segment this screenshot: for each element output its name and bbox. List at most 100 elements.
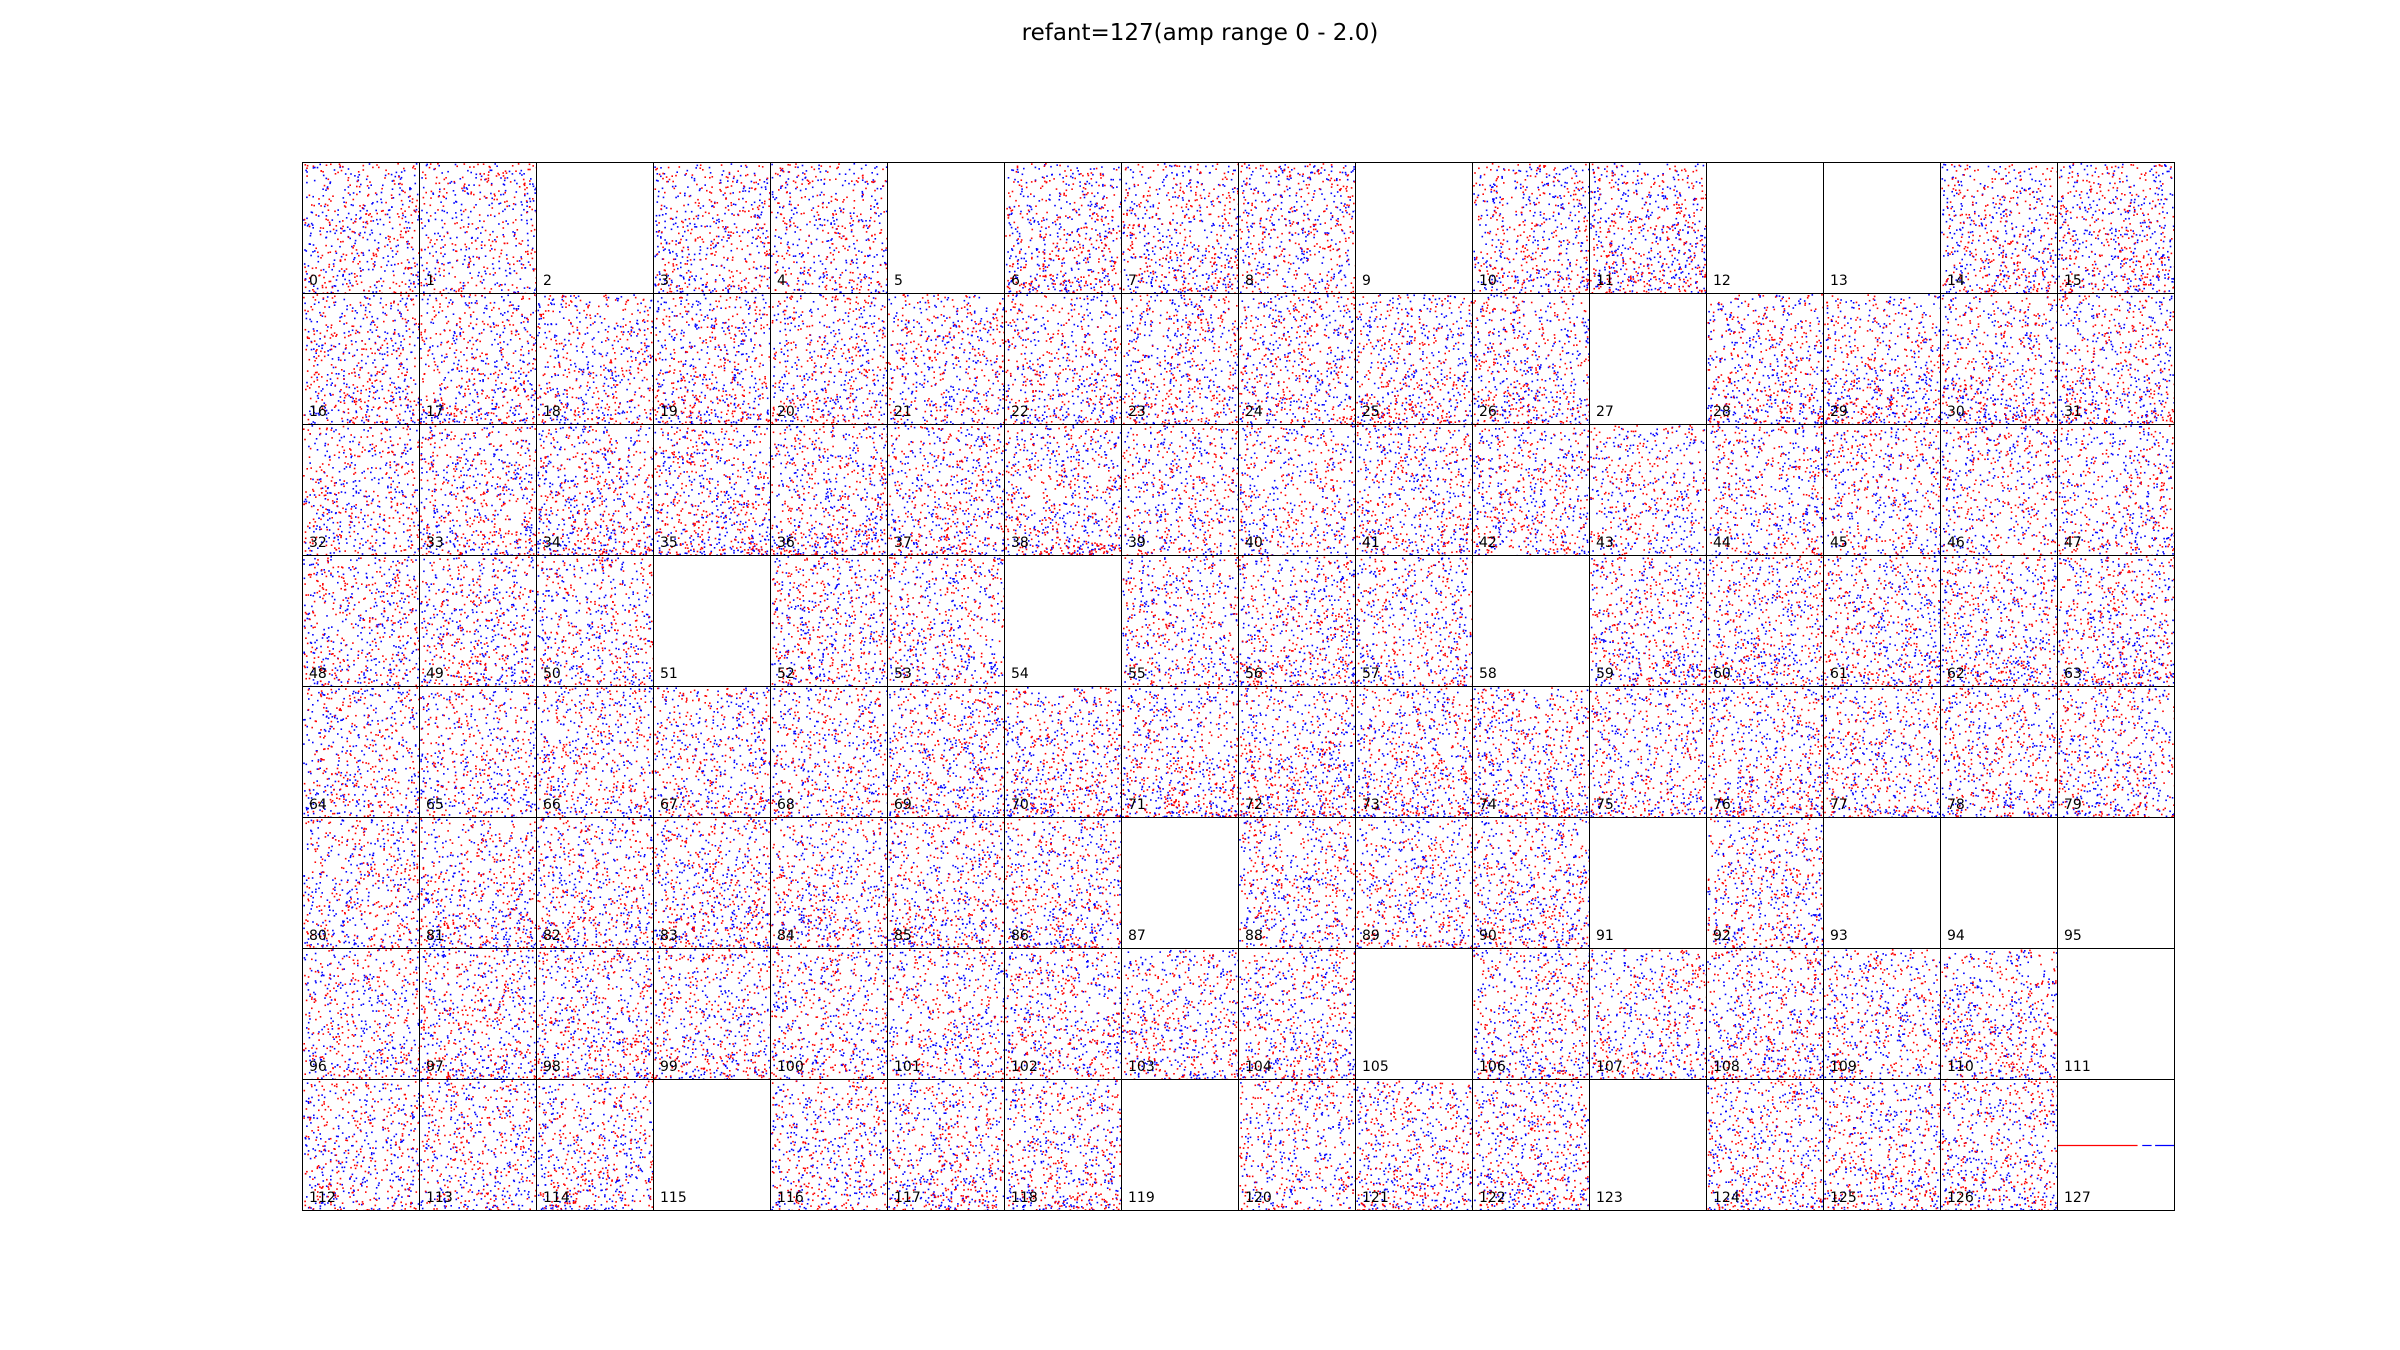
antenna-panel-64: 64 — [302, 686, 420, 818]
antenna-label: 21 — [894, 405, 912, 419]
antenna-plot-9 — [1356, 163, 1473, 294]
antenna-label: 105 — [1362, 1060, 1389, 1074]
antenna-panel-30: 30 — [1940, 293, 2058, 425]
antenna-panel-84: 84 — [770, 817, 888, 949]
antenna-panel-81: 81 — [419, 817, 537, 949]
antenna-label: 109 — [1830, 1060, 1857, 1074]
antenna-plot-0 — [303, 163, 420, 294]
antenna-panel-12: 12 — [1706, 162, 1824, 294]
antenna-panel-25: 25 — [1355, 293, 1473, 425]
antenna-panel-28: 28 — [1706, 293, 1824, 425]
antenna-panel-50: 50 — [536, 555, 654, 687]
antenna-panel-15: 15 — [2057, 162, 2175, 294]
antenna-label: 53 — [894, 667, 912, 681]
antenna-plot-1 — [420, 163, 537, 294]
antenna-label: 86 — [1011, 929, 1029, 943]
antenna-label: 10 — [1479, 274, 1497, 288]
antenna-label: 94 — [1947, 929, 1965, 943]
antenna-panel-72: 72 — [1238, 686, 1356, 818]
antenna-panel-4: 4 — [770, 162, 888, 294]
antenna-label: 2 — [543, 274, 552, 288]
antenna-label: 101 — [894, 1060, 921, 1074]
antenna-panel-65: 65 — [419, 686, 537, 818]
antenna-label: 100 — [777, 1060, 804, 1074]
antenna-label: 127 — [2064, 1191, 2091, 1205]
antenna-label: 46 — [1947, 536, 1965, 550]
antenna-panel-29: 29 — [1823, 293, 1941, 425]
antenna-label: 48 — [309, 667, 327, 681]
antenna-label: 72 — [1245, 798, 1263, 812]
antenna-label: 44 — [1713, 536, 1731, 550]
antenna-label: 71 — [1128, 798, 1146, 812]
antenna-label: 122 — [1479, 1191, 1506, 1205]
antenna-panel-10: 10 — [1472, 162, 1590, 294]
antenna-label: 65 — [426, 798, 444, 812]
antenna-panel-100: 100 — [770, 948, 888, 1080]
antenna-label: 99 — [660, 1060, 678, 1074]
antenna-panel-2: 2 — [536, 162, 654, 294]
antenna-label: 95 — [2064, 929, 2082, 943]
antenna-panel-75: 75 — [1589, 686, 1707, 818]
antenna-panel-63: 63 — [2057, 555, 2175, 687]
antenna-panel-85: 85 — [887, 817, 1005, 949]
antenna-label: 14 — [1947, 274, 1965, 288]
antenna-label: 4 — [777, 274, 786, 288]
antenna-label: 11 — [1596, 274, 1614, 288]
antenna-panel-18: 18 — [536, 293, 654, 425]
antenna-panel-33: 33 — [419, 424, 537, 556]
antenna-label: 111 — [2064, 1060, 2091, 1074]
antenna-label: 74 — [1479, 798, 1497, 812]
antenna-label: 47 — [2064, 536, 2082, 550]
antenna-panel-69: 69 — [887, 686, 1005, 818]
antenna-label: 18 — [543, 405, 561, 419]
antenna-label: 63 — [2064, 667, 2082, 681]
antenna-label: 50 — [543, 667, 561, 681]
antenna-panel-99: 99 — [653, 948, 771, 1080]
antenna-plot-5 — [888, 163, 1005, 294]
series-b-points — [1122, 163, 1239, 294]
antenna-panel-88: 88 — [1238, 817, 1356, 949]
antenna-label: 89 — [1362, 929, 1380, 943]
antenna-label: 62 — [1947, 667, 1965, 681]
antenna-panel-73: 73 — [1355, 686, 1473, 818]
antenna-label: 42 — [1479, 536, 1497, 550]
antenna-panel-40: 40 — [1238, 424, 1356, 556]
antenna-label: 32 — [309, 536, 327, 550]
antenna-label: 115 — [660, 1191, 687, 1205]
antenna-label: 30 — [1947, 405, 1965, 419]
antenna-label: 123 — [1596, 1191, 1623, 1205]
antenna-panel-55: 55 — [1121, 555, 1239, 687]
antenna-panel-107: 107 — [1589, 948, 1707, 1080]
antenna-label: 116 — [777, 1191, 804, 1205]
antenna-label: 107 — [1596, 1060, 1623, 1074]
antenna-label: 110 — [1947, 1060, 1974, 1074]
antenna-label: 68 — [777, 798, 795, 812]
figure-title: refant=127(amp range 0 - 2.0) — [0, 20, 2400, 46]
antenna-panel-48: 48 — [302, 555, 420, 687]
antenna-panel-8: 8 — [1238, 162, 1356, 294]
antenna-panel-115: 115 — [653, 1079, 771, 1211]
antenna-label: 7 — [1128, 274, 1137, 288]
antenna-panel-41: 41 — [1355, 424, 1473, 556]
antenna-label: 119 — [1128, 1191, 1155, 1205]
antenna-panel-122: 122 — [1472, 1079, 1590, 1211]
antenna-label: 3 — [660, 274, 669, 288]
antenna-panel-90: 90 — [1472, 817, 1590, 949]
antenna-panel-103: 103 — [1121, 948, 1239, 1080]
antenna-label: 81 — [426, 929, 444, 943]
antenna-panel-6: 6 — [1004, 162, 1122, 294]
antenna-label: 40 — [1245, 536, 1263, 550]
antenna-panel-60: 60 — [1706, 555, 1824, 687]
antenna-label: 125 — [1830, 1191, 1857, 1205]
antenna-label: 70 — [1011, 798, 1029, 812]
antenna-panel-120: 120 — [1238, 1079, 1356, 1211]
antenna-label: 58 — [1479, 667, 1497, 681]
antenna-plot-3 — [654, 163, 771, 294]
antenna-panel-68: 68 — [770, 686, 888, 818]
antenna-panel-93: 93 — [1823, 817, 1941, 949]
antenna-label: 121 — [1362, 1191, 1389, 1205]
antenna-panel-61: 61 — [1823, 555, 1941, 687]
antenna-panel-109: 109 — [1823, 948, 1941, 1080]
antenna-label: 75 — [1596, 798, 1614, 812]
antenna-label: 83 — [660, 929, 678, 943]
